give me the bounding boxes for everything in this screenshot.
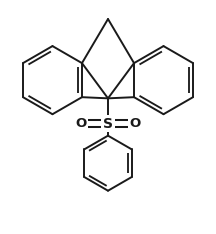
- Text: O: O: [129, 117, 140, 130]
- Text: S: S: [103, 117, 113, 131]
- Text: O: O: [76, 117, 87, 130]
